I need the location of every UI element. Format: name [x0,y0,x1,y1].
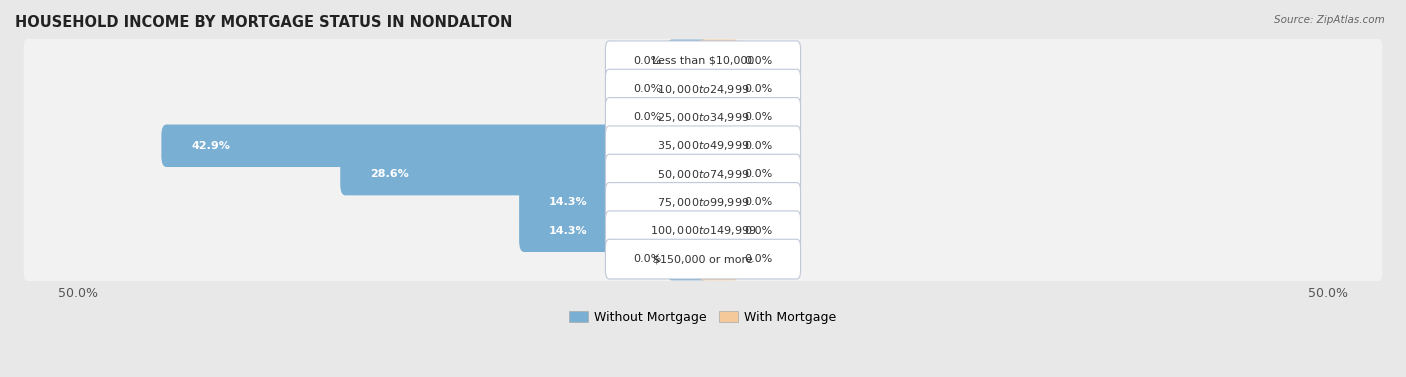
Text: 0.0%: 0.0% [744,56,772,66]
FancyBboxPatch shape [606,126,800,166]
FancyBboxPatch shape [697,96,740,139]
FancyBboxPatch shape [697,238,740,280]
FancyBboxPatch shape [24,39,1382,83]
Text: 0.0%: 0.0% [744,141,772,151]
FancyBboxPatch shape [519,210,709,252]
Text: 0.0%: 0.0% [744,169,772,179]
Text: $75,000 to $99,999: $75,000 to $99,999 [657,196,749,209]
FancyBboxPatch shape [697,153,740,195]
FancyBboxPatch shape [606,41,800,81]
FancyBboxPatch shape [666,238,709,280]
FancyBboxPatch shape [697,124,740,167]
Text: 0.0%: 0.0% [744,226,772,236]
FancyBboxPatch shape [162,124,709,167]
FancyBboxPatch shape [697,40,740,82]
FancyBboxPatch shape [697,68,740,110]
Text: 28.6%: 28.6% [370,169,409,179]
FancyBboxPatch shape [606,69,800,109]
Text: Source: ZipAtlas.com: Source: ZipAtlas.com [1274,15,1385,25]
FancyBboxPatch shape [606,239,800,279]
Text: Less than $10,000: Less than $10,000 [652,56,754,66]
Text: 0.0%: 0.0% [634,112,662,123]
Text: $25,000 to $34,999: $25,000 to $34,999 [657,111,749,124]
FancyBboxPatch shape [606,182,800,222]
Text: 14.3%: 14.3% [550,226,588,236]
Text: 0.0%: 0.0% [744,254,772,264]
Text: 0.0%: 0.0% [744,112,772,123]
Text: 42.9%: 42.9% [191,141,231,151]
Text: $150,000 or more: $150,000 or more [654,254,752,264]
Text: HOUSEHOLD INCOME BY MORTGAGE STATUS IN NONDALTON: HOUSEHOLD INCOME BY MORTGAGE STATUS IN N… [15,15,512,30]
Text: $10,000 to $24,999: $10,000 to $24,999 [657,83,749,96]
FancyBboxPatch shape [519,181,709,224]
FancyBboxPatch shape [340,153,709,195]
FancyBboxPatch shape [24,152,1382,196]
FancyBboxPatch shape [697,181,740,224]
Text: 0.0%: 0.0% [634,84,662,94]
Text: $50,000 to $74,999: $50,000 to $74,999 [657,168,749,181]
FancyBboxPatch shape [666,40,709,82]
Text: $100,000 to $149,999: $100,000 to $149,999 [650,224,756,237]
Text: 0.0%: 0.0% [634,254,662,264]
FancyBboxPatch shape [606,98,800,137]
FancyBboxPatch shape [606,211,800,251]
FancyBboxPatch shape [24,181,1382,224]
Text: $35,000 to $49,999: $35,000 to $49,999 [657,139,749,152]
FancyBboxPatch shape [24,67,1382,111]
FancyBboxPatch shape [24,95,1382,139]
Legend: Without Mortgage, With Mortgage: Without Mortgage, With Mortgage [564,306,842,329]
Text: 0.0%: 0.0% [634,56,662,66]
FancyBboxPatch shape [666,68,709,110]
FancyBboxPatch shape [606,154,800,194]
FancyBboxPatch shape [24,209,1382,253]
Text: 14.3%: 14.3% [550,198,588,207]
FancyBboxPatch shape [24,124,1382,168]
Text: 0.0%: 0.0% [744,84,772,94]
Text: 0.0%: 0.0% [744,198,772,207]
FancyBboxPatch shape [666,96,709,139]
FancyBboxPatch shape [697,210,740,252]
FancyBboxPatch shape [24,237,1382,281]
